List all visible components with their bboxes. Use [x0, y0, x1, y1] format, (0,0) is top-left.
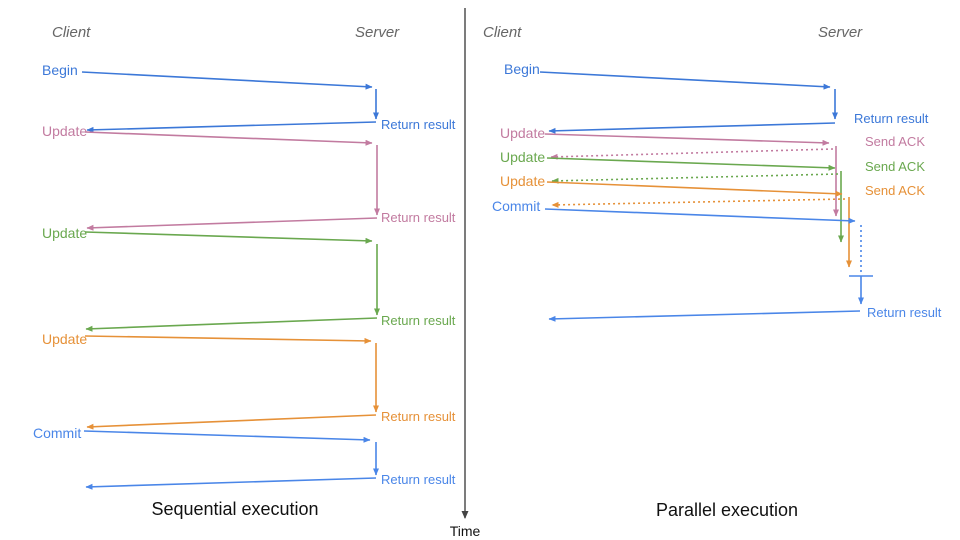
par-begin-label: Begin [504, 61, 540, 77]
left-client-header: Client [52, 24, 91, 41]
seq-begin-response-label: Return result [381, 117, 456, 132]
par-update2-ack-line [551, 173, 839, 184]
par-begin-response-line [548, 122, 836, 134]
par-update3-label: Update [500, 173, 546, 189]
left-panel-title: Sequential execution [151, 499, 319, 519]
par-update1-ack-label: Send ACK [865, 134, 925, 149]
seq-begin-label: Begin [42, 62, 78, 78]
seq-commit-request-line [83, 430, 371, 443]
par-update3-ack-label: Send ACK [865, 183, 925, 198]
seq-begin-request-line [81, 71, 373, 90]
par-commit-response-label: Return result [867, 305, 942, 320]
seq-begin-response-line [86, 121, 377, 133]
seq-update3-label: Update [42, 331, 88, 347]
par-commit-request-line [544, 208, 856, 224]
left-server-header: Server [355, 24, 400, 41]
seq-update3-response-label: Return result [381, 409, 456, 424]
seq-update2-response-label: Return result [381, 313, 456, 328]
par-commit-response-line [548, 310, 861, 322]
time-axis-label: Time [449, 523, 481, 539]
par-update1-ack-line [550, 148, 834, 160]
par-begin-response-label: Return result [854, 111, 929, 126]
seq-commit-response-label: Return result [381, 472, 456, 487]
par-update2-request-line [546, 157, 836, 171]
par-commit-label: Commit [492, 198, 541, 214]
seq-commit-response-line [85, 477, 377, 490]
seq-update2-label: Update [42, 225, 88, 241]
par-update1-label: Update [500, 125, 546, 141]
par-update3-request-line [546, 181, 843, 197]
par-update3-ack-line [551, 198, 846, 208]
seq-update3-request-line [84, 335, 372, 344]
seq-update3-response-line [86, 414, 377, 430]
seq-update2-request-line [84, 231, 373, 244]
seq-update1-label: Update [42, 123, 88, 139]
par-update2-label: Update [500, 149, 546, 165]
right-panel-title: Parallel execution [655, 500, 799, 520]
seq-update1-request-line [84, 131, 373, 146]
seq-update1-response-label: Return result [381, 210, 456, 225]
seq-update2-response-line [85, 317, 378, 332]
par-begin-request-line [539, 71, 831, 90]
right-server-header: Server [818, 24, 863, 41]
seq-commit-label: Commit [33, 425, 82, 441]
par-update1-request-line [544, 133, 830, 146]
right-client-header: Client [483, 24, 522, 41]
par-update2-ack-label: Send ACK [865, 159, 925, 174]
seq-update1-response-line [86, 217, 378, 231]
